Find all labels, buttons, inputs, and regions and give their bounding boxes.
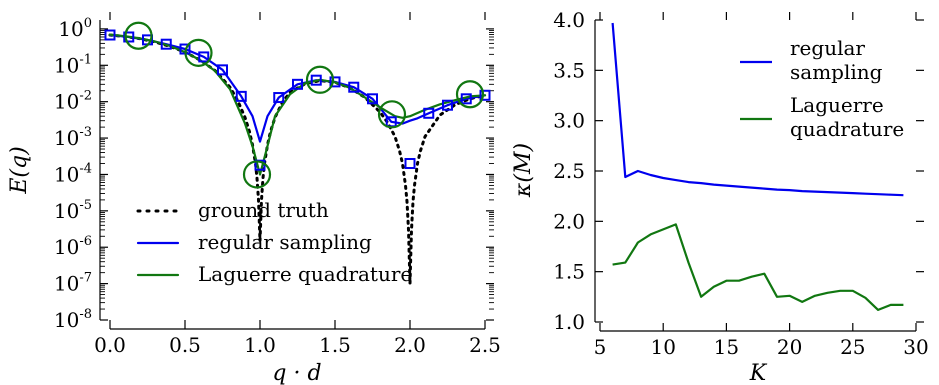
y-tick-exponent: -1 [79,52,92,67]
marker-circle [124,21,153,50]
legend-label: regular [790,36,865,60]
marker-square [104,29,116,41]
y-tick-base: 10 [54,199,79,223]
marker-square [292,78,303,90]
x-tick-label: 25 [840,335,865,359]
x-tick-label: 0.5 [169,333,201,357]
legend-label: ground truth [198,198,329,222]
marker-circle [305,65,335,94]
y-tick-exponent: -2 [79,89,92,104]
y-tick-label: 2.0 [553,209,585,233]
series-line-2 [108,33,487,176]
y-tick-label: 4.0 [553,8,585,32]
marker-circle [377,100,407,129]
y-tick-label: 10-7 [54,271,92,296]
x-tick-label: 2.0 [394,333,426,357]
x-axis-label: q · d [272,361,321,385]
y-tick-base: 10 [54,235,79,259]
x-tick-label: 20 [777,335,802,359]
x-tick-label: 30 [903,335,928,359]
y-axis-label: κ(M) [511,143,536,198]
marker-square [235,90,247,102]
marker-circle [184,38,213,67]
y-tick-label: 1.5 [553,260,585,284]
marker-square [329,76,341,88]
y-tick-label: 2.5 [553,159,585,183]
marker-square [442,99,453,111]
x-axis-label: K [749,361,768,385]
marker-square [217,64,228,76]
y-tick-label: 1.0 [553,310,585,334]
marker-circle [455,80,485,109]
legend-left: ground truth regular sampling Laguerre qua… [136,198,412,286]
y-tick-label: 10-1 [54,52,92,77]
y-tick-label: 100 [58,16,92,41]
legend-label: regular sampling [198,230,372,254]
x-tick-label: 15 [714,335,739,359]
series-line-0 [108,33,487,286]
y-tick-label: 10-4 [54,161,92,186]
x-tick-label: 10 [650,335,675,359]
marker-square [404,158,416,170]
chart-left-error-spectrum: 0.0 0.5 1.0 1.5 2.0 2.510010-110-210-310-410-… [7,12,501,385]
y-tick-label: 3.0 [553,109,585,133]
y-tick-label: 10-5 [54,198,92,223]
legend-label: sampling [790,60,883,84]
series-line-1 [612,223,904,311]
x-tick-label: 2.5 [469,333,501,357]
marker-square [160,38,172,50]
series-line-0 [611,22,904,197]
marker-square [479,89,491,101]
y-tick-base: 10 [54,126,79,150]
y-tick-base: 10 [54,308,79,332]
marker-square [423,107,435,119]
legend-label: Laguerre quadrature [198,262,412,286]
marker-square [367,93,378,105]
y-tick-label: 10-6 [54,234,92,259]
marker-square [198,51,210,63]
marker-square [310,74,322,86]
y-tick-label: 10-3 [54,125,92,150]
x-tick-label: 1.5 [319,333,351,357]
y-tick-base: 10 [54,90,79,114]
x-tick-label: 1.0 [244,333,276,357]
marker-square [273,92,285,104]
y-tick-label: 10-8 [54,307,92,332]
y-tick-base: 10 [58,17,83,41]
y-tick-base: 10 [54,53,79,77]
x-tick-label: 5 [594,335,607,359]
y-tick-label: 10-2 [54,89,92,114]
y-tick-exponent: -6 [79,234,92,249]
y-tick-exponent: -4 [79,161,92,176]
chart-right-condition-number: 5 10 15 20 25 30 1.0 1.5 2.0 2.5 3.0 3.5 4.0 Kκ(M) reg… [511,8,929,385]
marker-square [348,81,360,93]
y-tick-exponent: -7 [79,271,92,286]
y-tick-exponent: -8 [79,307,92,322]
legend-label: Laguerre [790,93,884,117]
marker-circle [242,160,272,189]
y-tick-exponent: -3 [79,125,92,140]
marker-square [123,31,135,43]
y-tick-base: 10 [54,272,79,296]
legend-label: quadrature [790,117,904,141]
x-tick-label: 0.0 [94,333,126,357]
y-axis-label: E(q) [7,146,32,194]
y-tick-base: 10 [54,162,79,186]
marker-square [460,93,472,105]
y-tick-label: 3.5 [553,58,585,82]
y-tick-exponent: 0 [84,16,92,31]
y-tick-exponent: -5 [79,198,92,213]
